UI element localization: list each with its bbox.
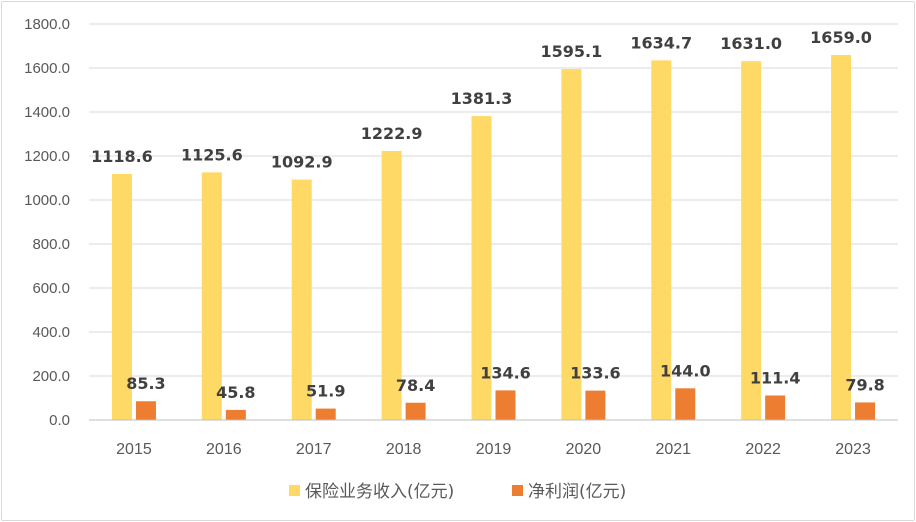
bar-insurance-revenue — [201, 172, 222, 420]
y-tick-label: 1600.0 — [24, 60, 70, 77]
x-tick-label: 2021 — [655, 441, 691, 458]
data-label: 111.4 — [750, 368, 801, 387]
bar-net-profit — [495, 390, 516, 420]
legend: 保险业务收入(亿元) 净利润(亿元) — [289, 482, 626, 502]
bar-net-profit — [765, 395, 786, 420]
x-tick-label: 2017 — [296, 441, 332, 458]
y-tick-label: 1000.0 — [24, 192, 70, 209]
data-label: 144.0 — [660, 361, 711, 380]
data-label: 51.9 — [306, 382, 345, 401]
x-tick-label: 2016 — [206, 441, 242, 458]
y-axis-ticks: 0.0 200.0 400.0 600.0 800.0 1000.0 1200.0 1400.… — [24, 16, 70, 429]
x-axis-ticks: 2015 2016 2017 2018 2019 2020 2021 2022 2023 — [89, 419, 898, 458]
bar-insurance-revenue — [831, 55, 852, 421]
y-tick-label: 1200.0 — [24, 148, 70, 165]
bar-insurance-revenue — [381, 150, 402, 420]
bar-net-profit — [315, 408, 336, 420]
data-label: 134.6 — [480, 363, 531, 382]
data-label: 1595.1 — [541, 42, 603, 61]
y-tick-label: 1400.0 — [24, 104, 70, 121]
y-tick-label: 600.0 — [32, 280, 70, 297]
data-label: 78.4 — [396, 376, 435, 395]
data-label: 1092.9 — [271, 153, 333, 172]
bar-insurance-revenue — [111, 173, 132, 420]
data-label: 79.8 — [845, 375, 884, 394]
y-tick-label: 1800.0 — [24, 16, 70, 33]
data-label: 1118.6 — [91, 147, 153, 166]
data-label: 45.8 — [216, 383, 255, 402]
bar-insurance-revenue — [741, 61, 762, 421]
data-label: 133.6 — [570, 364, 621, 383]
bar-net-profit — [855, 402, 876, 420]
bar-net-profit — [585, 390, 606, 420]
x-tick-label: 2020 — [566, 441, 602, 458]
y-tick-label: 400.0 — [32, 324, 70, 341]
bar-net-profit — [135, 401, 156, 420]
data-label: 1125.6 — [181, 145, 243, 164]
data-label: 1381.3 — [451, 89, 513, 108]
data-label: 1631.0 — [720, 34, 782, 53]
legend-label: 净利润(亿元) — [528, 482, 626, 502]
y-tick-label: 800.0 — [32, 236, 70, 253]
legend-label: 保险业务收入(亿元) — [305, 482, 454, 502]
x-tick-label: 2022 — [745, 441, 781, 458]
bar-insurance-revenue — [471, 116, 492, 420]
bar-net-profit — [225, 409, 246, 420]
data-label: 1222.9 — [361, 124, 423, 143]
bar-insurance-revenue — [291, 179, 312, 420]
y-tick-label: 200.0 — [32, 368, 70, 385]
x-tick-label: 2015 — [116, 441, 152, 458]
bar-insurance-revenue — [561, 69, 582, 420]
data-label: 1659.0 — [810, 28, 872, 47]
x-tick-label: 2019 — [476, 441, 512, 458]
y-tick-label: 0.0 — [49, 412, 70, 429]
data-label: 85.3 — [126, 374, 165, 393]
bar-net-profit — [405, 402, 426, 420]
bars — [111, 55, 876, 421]
x-tick-label: 2018 — [386, 441, 422, 458]
bar-insurance-revenue — [651, 60, 672, 421]
gridlines — [89, 23, 898, 421]
bar-net-profit — [675, 388, 696, 420]
x-tick-label: 2023 — [835, 441, 871, 458]
data-label: 1634.7 — [630, 33, 692, 52]
data-labels: 1118.6 1125.6 1092.9 1222.9 1381.3 1595.1 1634… — [91, 28, 885, 402]
legend-swatch — [289, 485, 300, 496]
legend-swatch — [512, 485, 523, 496]
